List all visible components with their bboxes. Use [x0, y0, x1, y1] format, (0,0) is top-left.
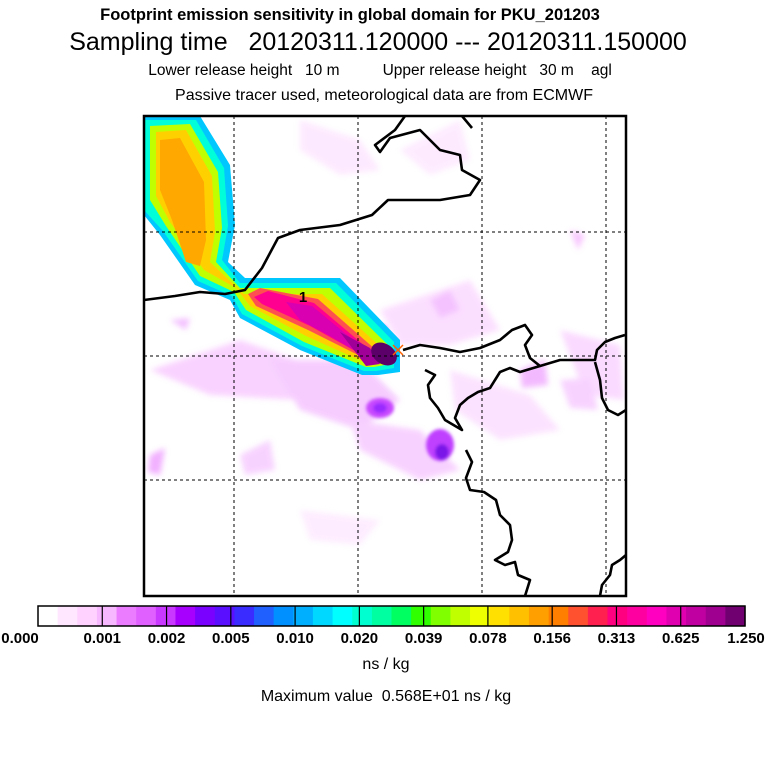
- colorbar-cell: [116, 606, 137, 626]
- colorbar-tick: 0.001: [83, 630, 122, 647]
- colorbar-cell: [646, 606, 668, 626]
- colorbar-cell: [509, 606, 530, 626]
- gridlines: [144, 116, 626, 596]
- plume-label: 1: [299, 289, 307, 306]
- colorbar-cell: [587, 606, 609, 626]
- colorbar-cell: [136, 606, 157, 626]
- colorbar-cell: [470, 606, 491, 626]
- coastlines: [144, 116, 626, 596]
- colorbar-cell: [38, 606, 59, 626]
- colorbar-cell: [77, 606, 98, 626]
- release-height: Lower release height 10 m Upper release …: [148, 62, 612, 79]
- colorbar-cell: [725, 606, 746, 626]
- colorbar-cell: [686, 606, 707, 626]
- release-point-marker: [392, 344, 404, 356]
- sensitivity-blobs: [366, 324, 454, 461]
- colorbar-cell: [371, 606, 393, 626]
- colorbar-units: ns / kg: [362, 656, 410, 673]
- colorbar-frame: [37, 605, 746, 627]
- sensitivity-field-faint: [148, 120, 624, 545]
- plot-title: Footprint emission sensitivity in global…: [100, 6, 600, 24]
- colorbar-cell: [627, 606, 648, 626]
- colorbar-cell: [489, 606, 510, 626]
- tracer-info: Passive tracer used, meteorological data…: [175, 87, 593, 104]
- colorbar-cell: [430, 606, 452, 626]
- colorbar-dividers: [101, 606, 682, 626]
- colorbar-cell: [293, 606, 314, 626]
- colorbar-tick: 0.020: [340, 630, 379, 647]
- colorbar-cell: [175, 606, 196, 626]
- colorbar-cell: [254, 606, 275, 626]
- sampling-time: Sampling time 20120311.120000 --- 201203…: [69, 28, 687, 56]
- colorbar-cell: [352, 606, 373, 626]
- plume: [144, 116, 400, 375]
- colorbar-cell: [450, 606, 471, 626]
- colorbar-tick: 0.039: [404, 630, 443, 647]
- colorbar-cell: [705, 606, 726, 626]
- colorbar-tick: 0.078: [469, 630, 507, 647]
- colorbar-cell: [57, 606, 78, 626]
- colorbar-cell: [195, 606, 216, 626]
- map-frame: [142, 114, 628, 598]
- colorbar-tick: 0.313: [597, 630, 636, 647]
- colorbar-cell: [332, 606, 353, 626]
- maximum-value: Maximum value 0.568E+01 ns / kg: [260, 688, 512, 705]
- colorbar-cell: [548, 606, 569, 626]
- colorbar-tick: 0.010: [276, 630, 314, 647]
- colorbar-cell: [273, 606, 294, 626]
- colorbar-tick: 0.005: [212, 630, 250, 647]
- colorbar-cell: [528, 606, 550, 626]
- colorbar: [37, 605, 746, 627]
- colorbar-tick: 0.000: [1, 630, 39, 647]
- colorbar-tick: 0.002: [147, 630, 186, 647]
- colorbar-tick: 0.625: [661, 630, 700, 647]
- colorbar-cell: [391, 606, 412, 626]
- colorbar-tick: 1.250: [727, 630, 765, 647]
- colorbar-cell: [214, 606, 235, 626]
- colorbar-cell: [312, 606, 334, 626]
- colorbar-cell: [568, 606, 589, 626]
- colorbar-cells: [38, 606, 746, 626]
- colorbar-cell: [96, 606, 118, 626]
- colorbar-cell: [666, 606, 687, 626]
- colorbar-cell: [411, 606, 432, 626]
- colorbar-tick: 0.156: [533, 630, 571, 647]
- colorbar-cell: [234, 606, 255, 626]
- colorbar-cell: [607, 606, 628, 626]
